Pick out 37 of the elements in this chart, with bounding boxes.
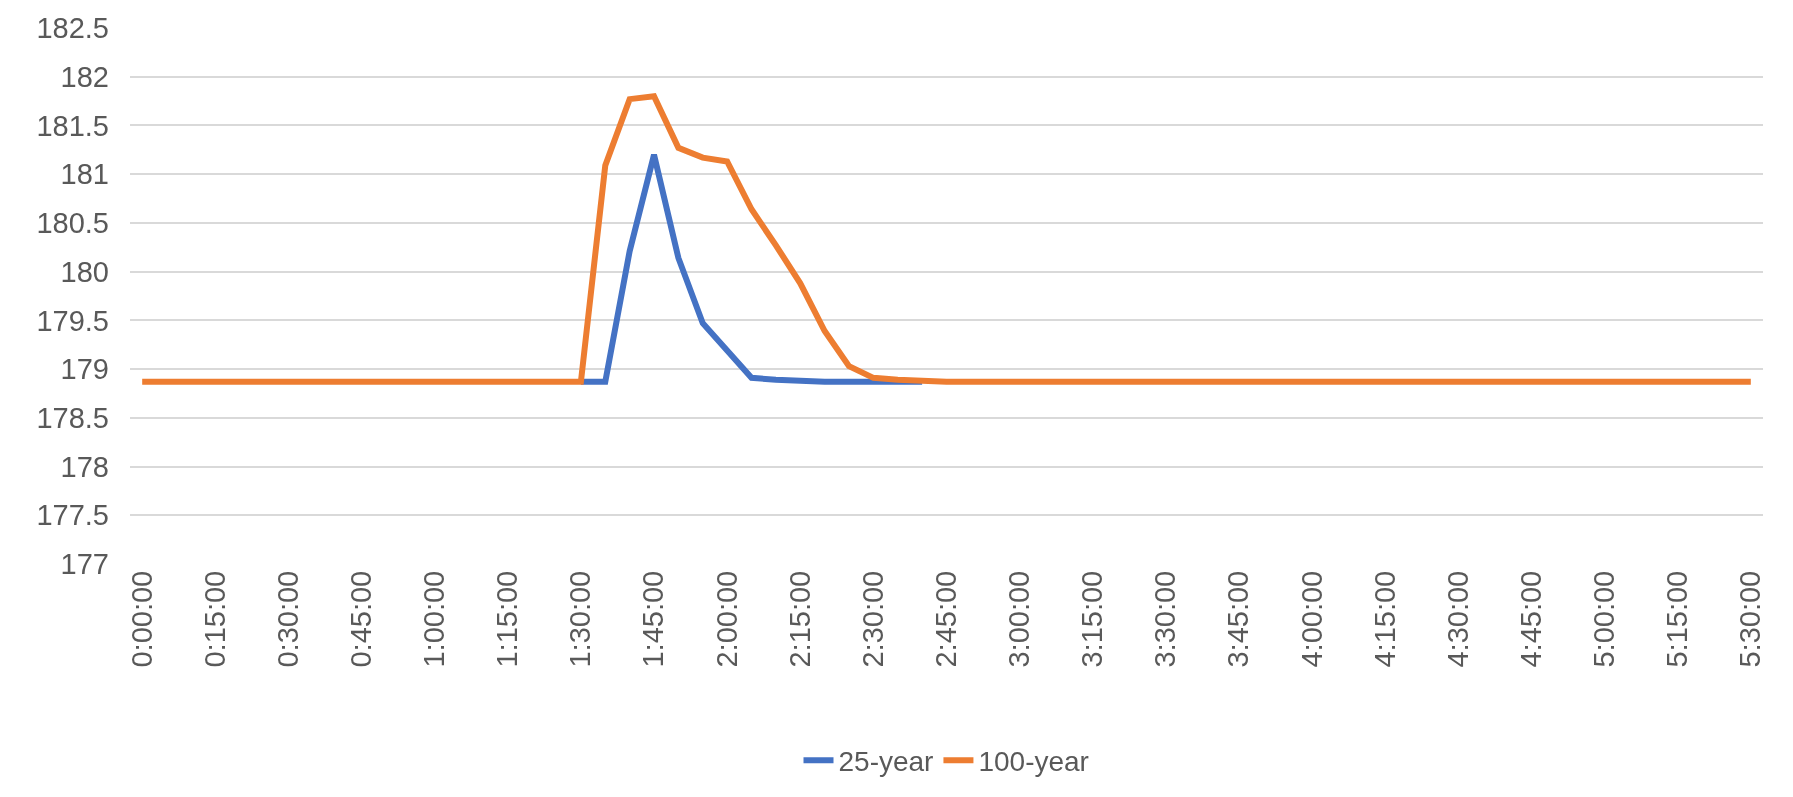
y-tick-label: 182 [60,60,109,93]
x-tick-label: 0:30:00 [271,570,304,668]
x-tick-label: 5:00:00 [1587,570,1620,668]
x-tick-label: 4:45:00 [1514,570,1547,668]
x-tick-label: 0:15:00 [198,570,231,668]
x-tick-label: 1:15:00 [491,570,524,668]
y-tick-label: 177 [60,548,109,581]
legend-label: 25-year [838,746,934,778]
y-tick-label: 181.5 [36,109,109,142]
y-tick-label: 180 [60,255,109,288]
y-tick-label: 179 [60,353,109,386]
x-tick-label: 3:30:00 [1149,570,1182,668]
y-tick-label: 178.5 [36,401,109,434]
x-tick-label: 2:30:00 [856,570,889,668]
y-tick-label: 179.5 [36,304,109,337]
x-tick-label: 0:45:00 [344,570,377,668]
x-tick-label: 5:30:00 [1734,570,1767,668]
y-tick-label: 181 [60,158,109,191]
x-tick-label: 2:00:00 [710,570,743,668]
y-tick-label: 177.5 [36,499,109,532]
x-tick-label: 2:15:00 [783,570,816,668]
x-tick-label: 3:15:00 [1076,570,1109,668]
x-tick-label: 4:00:00 [1295,570,1328,668]
x-tick-label: 1:30:00 [564,570,597,668]
x-tick-label: 1:00:00 [418,570,451,668]
x-tick-label: 0:00:00 [125,570,158,668]
y-tick-label: 180.5 [36,207,109,240]
x-tick-label: 4:30:00 [1441,570,1474,668]
x-tick-label: 5:15:00 [1661,570,1694,668]
legend-label: 100-year [978,746,1089,778]
y-tick-label: 178 [60,450,109,483]
x-tick-label: 2:45:00 [929,570,962,668]
y-tick-label: 182.5 [36,12,109,45]
x-tick-label: 4:15:00 [1368,570,1401,668]
x-tick-label: 1:45:00 [637,570,670,668]
x-tick-label: 3:00:00 [1003,570,1036,668]
x-tick-label: 3:45:00 [1222,570,1255,668]
